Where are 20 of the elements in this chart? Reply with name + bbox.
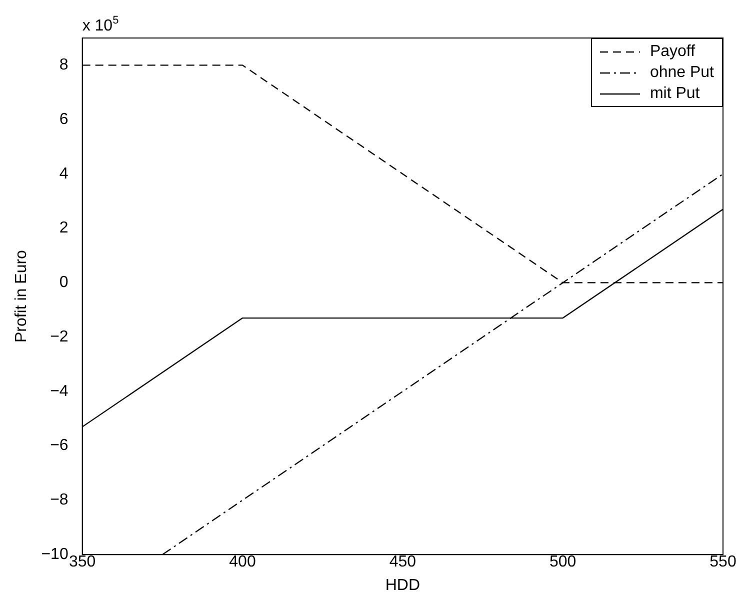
x-tick-label: 400 xyxy=(229,554,256,571)
y-tick-label: −10 xyxy=(41,546,68,564)
y-tick-label: −4 xyxy=(50,382,68,400)
x-tick-label: 550 xyxy=(710,554,736,571)
legend-label: mit Put xyxy=(650,84,700,102)
x-tick-label: 350 xyxy=(68,554,96,571)
legend-label: ohne Put xyxy=(650,64,714,82)
legend-label: Payoff xyxy=(650,42,696,60)
y-tick-label: 8 xyxy=(59,56,68,74)
y-tick-label: 2 xyxy=(59,220,68,237)
y-tick-label: −8 xyxy=(50,492,68,509)
x-axis-title: HDD xyxy=(385,576,420,594)
y-axis-title: Profit in Euro xyxy=(13,250,30,343)
y-tick-label: −2 xyxy=(50,328,68,346)
y-tick-label: −6 xyxy=(50,437,68,454)
y-tick-label: 4 xyxy=(59,165,68,182)
y-tick-label: 0 xyxy=(59,274,68,292)
x-tick-label: 450 xyxy=(389,554,416,571)
y-tick-label: 6 xyxy=(59,110,68,128)
x-tick-label: 500 xyxy=(549,554,576,571)
